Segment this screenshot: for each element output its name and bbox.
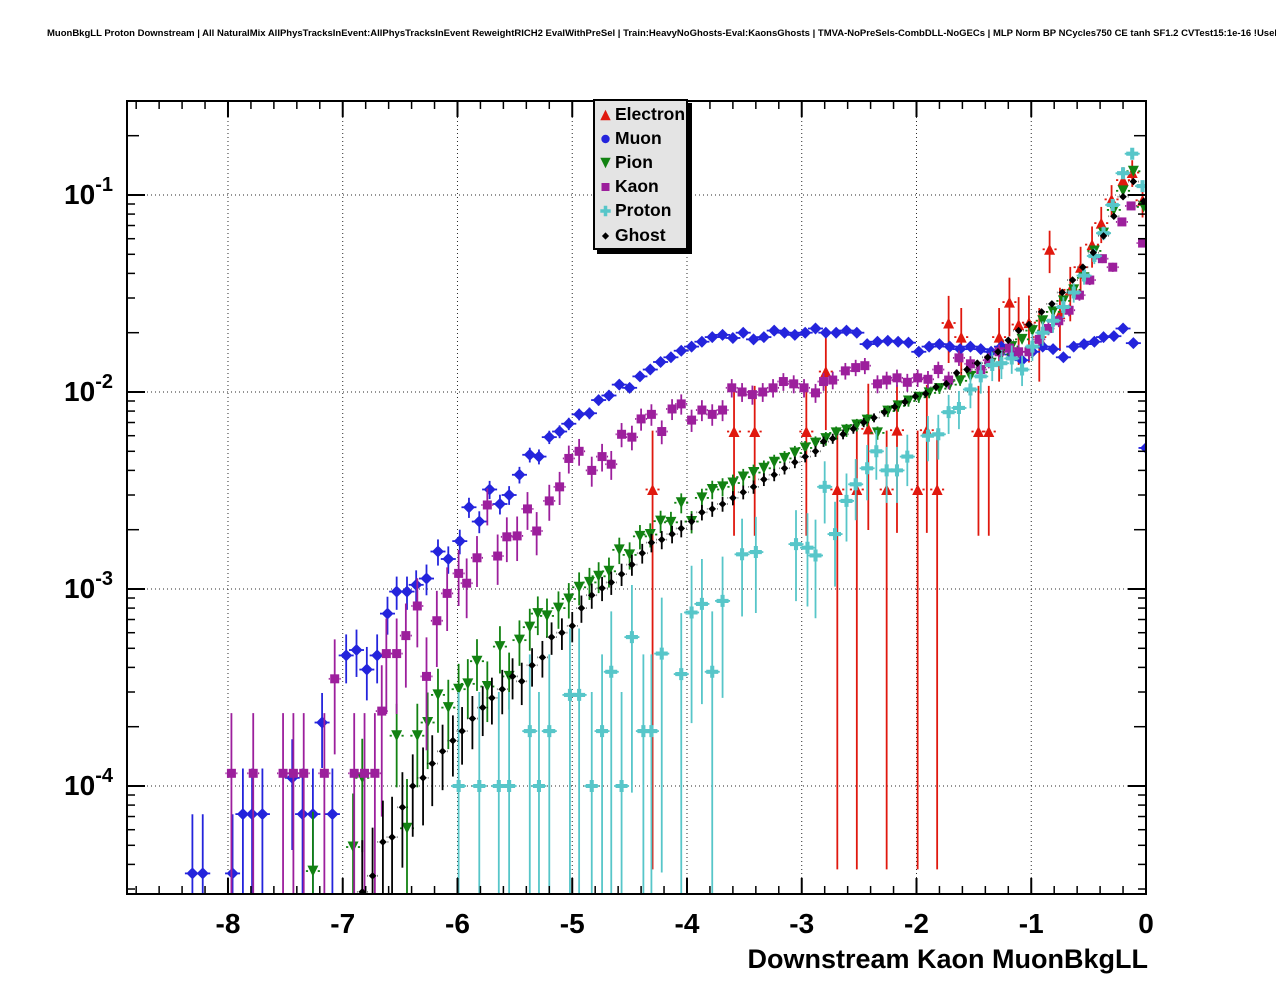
legend-marker-square-icon: [601, 183, 610, 192]
svg-text:10-1: 10-1: [64, 174, 113, 210]
series-proton: [451, 147, 1146, 894]
legend-entry-pion: Pion: [598, 150, 686, 174]
svg-text:10-2: 10-2: [64, 371, 113, 407]
legend-entry-label: Proton: [615, 200, 672, 221]
x-axis-title: Downstream Kaon MuonBkgLL: [747, 944, 1148, 974]
svg-text:-4: -4: [675, 908, 700, 939]
series-electron: [645, 160, 1146, 870]
legend-marker-triangle-up-icon: [600, 109, 611, 120]
svg-text:-6: -6: [445, 908, 470, 939]
svg-text:10-3: 10-3: [64, 568, 113, 604]
svg-text:0: 0: [1138, 908, 1154, 939]
svg-text:-2: -2: [904, 908, 929, 939]
svg-text:-3: -3: [789, 908, 814, 939]
legend-marker-circle-icon: [601, 134, 610, 143]
series-ghost: [356, 177, 1146, 894]
legend-box: Electron Muon Pion Kaon Proton Ghost: [593, 99, 688, 251]
legend-entry-proton: Proton: [598, 199, 686, 223]
svg-text:-8: -8: [216, 908, 241, 939]
legend-entry-label: Ghost: [615, 224, 666, 245]
legend-entry-kaon: Kaon: [598, 175, 686, 199]
svg-text:-5: -5: [560, 908, 585, 939]
legend-entry-label: Electron: [615, 103, 686, 124]
legend-entry-electron: Electron: [598, 102, 686, 126]
legend-entry-label: Muon: [615, 127, 662, 148]
series-muon: [184, 322, 1146, 894]
legend-marker-diamond-icon: [601, 231, 610, 240]
plot-title: MuonBkgLL Proton Downstream | All Natura…: [47, 28, 1276, 39]
legend-entry-muon: Muon: [598, 126, 686, 150]
axis-tick-labels: -8 -7 -6 -5 -4 -3 -2 -1 0 10-1 10-2 10-3 10-4: [64, 174, 1154, 939]
svg-text:-7: -7: [330, 908, 355, 939]
svg-text:10-4: 10-4: [64, 765, 114, 801]
legend-entry-label: Pion: [615, 151, 653, 172]
data-series: [184, 147, 1146, 894]
legend-marker-triangle-down-icon: [600, 157, 611, 169]
legend-marker-cross-icon: [600, 206, 611, 217]
legend-entry-ghost: Ghost: [598, 223, 686, 247]
legend-entry-label: Kaon: [615, 176, 659, 197]
svg-text:-1: -1: [1019, 908, 1044, 939]
